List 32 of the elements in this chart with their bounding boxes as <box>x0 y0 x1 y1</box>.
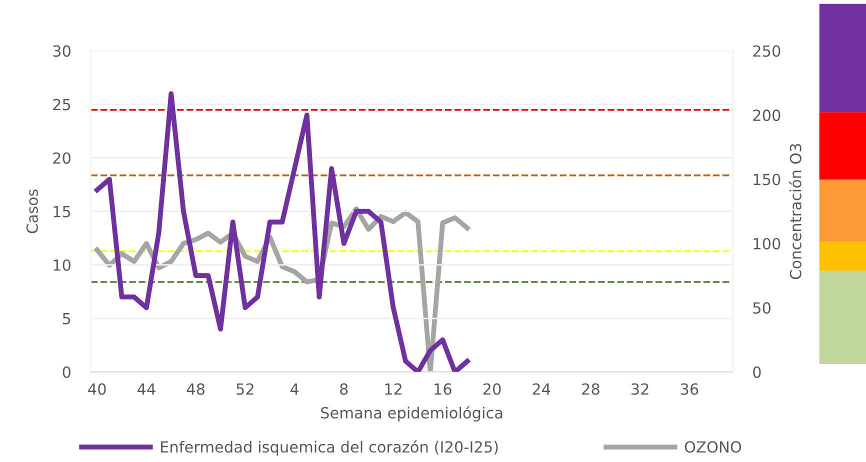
y-tick-label: 30 <box>53 45 70 57</box>
x-tick-label: 8 <box>340 383 348 395</box>
y2-axis-title: Concentración O3 <box>788 144 802 280</box>
x-tick-label: 36 <box>680 383 698 395</box>
x-tick-label: 44 <box>137 383 156 395</box>
y2-tick-label: 100 <box>754 238 780 250</box>
y-tick-label: 0 <box>62 366 70 378</box>
x-tick-label: 4 <box>290 383 299 395</box>
x-tick-label: 28 <box>582 383 600 395</box>
x-axis-title: Semana epidemiológica <box>321 406 502 422</box>
legend-label: Enfermedad isquemica del corazón (I20-I25) <box>161 440 498 456</box>
x-tick-label: 40 <box>88 383 106 395</box>
y2-tick-label: 150 <box>754 174 780 186</box>
x-tick-label: 12 <box>385 383 402 395</box>
x-tick-label: 48 <box>186 383 204 395</box>
y2-tick-label: 0 <box>753 366 761 378</box>
y-tick-label: 15 <box>54 206 70 218</box>
x-tick-label: 32 <box>632 383 648 395</box>
x-tick-label: 20 <box>483 383 501 395</box>
y2-tick-label: 50 <box>753 302 771 314</box>
legend-label: OZONO <box>684 441 742 453</box>
x-tick-label: 52 <box>236 383 254 395</box>
y2-tick-label: 200 <box>753 110 780 122</box>
x-tick-label: 16 <box>434 383 452 395</box>
y-axis-title: Casos <box>26 189 38 234</box>
line-series <box>94 91 470 372</box>
y-tick-label: 10 <box>54 259 70 271</box>
y2-tick-label: 250 <box>753 45 780 57</box>
y-tick-label: 5 <box>62 313 70 324</box>
y-tick-label: 25 <box>53 98 70 110</box>
y-tick-label: 20 <box>53 152 70 164</box>
x-tick-label: 24 <box>532 383 550 395</box>
